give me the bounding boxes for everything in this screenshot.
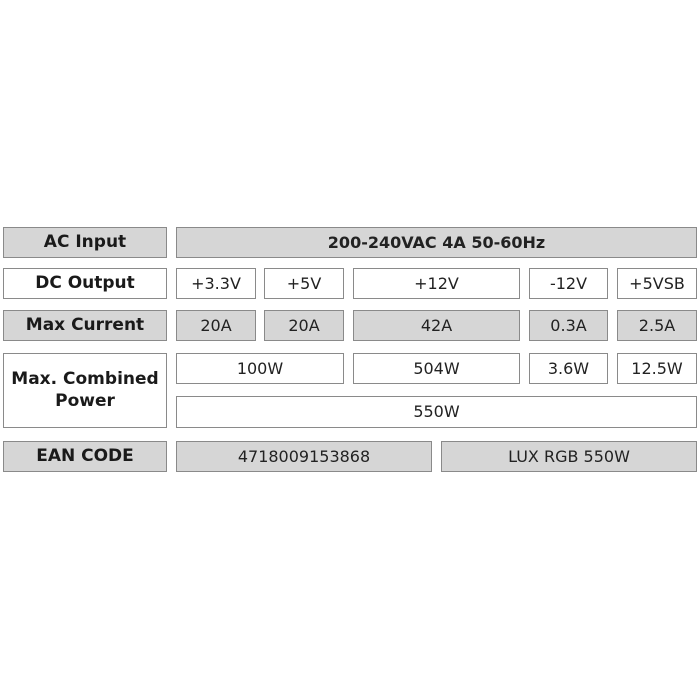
current-3v3: 20A — [176, 310, 256, 341]
ean-code: 4718009153868 — [176, 441, 432, 472]
power-12v: 504W — [353, 353, 520, 384]
current-5vsb: 2.5A — [617, 310, 697, 341]
model-name: LUX RGB 550W — [441, 441, 697, 472]
ac-input-value: 200-240VAC 4A 50-60Hz — [176, 227, 697, 258]
label-line-2: Power — [55, 390, 115, 411]
ean-label: EAN CODE — [3, 441, 167, 472]
current-5v: 20A — [264, 310, 344, 341]
ac-input-label: AC Input — [3, 227, 167, 258]
current-neg12v: 0.3A — [529, 310, 608, 341]
power-5vsb: 12.5W — [617, 353, 697, 384]
rail-12v: +12V — [353, 268, 520, 299]
power-total: 550W — [176, 396, 697, 428]
power-3v3-5v: 100W — [176, 353, 344, 384]
label-line-1: Max. Combined — [11, 369, 159, 390]
rail-3v3: +3.3V — [176, 268, 256, 299]
dc-output-label: DC Output — [3, 268, 167, 299]
rail-5v: +5V — [264, 268, 344, 299]
max-current-label: Max Current — [3, 310, 167, 341]
max-combined-power-label: Max. Combined Power — [3, 353, 167, 428]
power-neg12v: 3.6W — [529, 353, 608, 384]
rail-5vsb: +5VSB — [617, 268, 697, 299]
rail-neg12v: -12V — [529, 268, 608, 299]
current-12v: 42A — [353, 310, 520, 341]
